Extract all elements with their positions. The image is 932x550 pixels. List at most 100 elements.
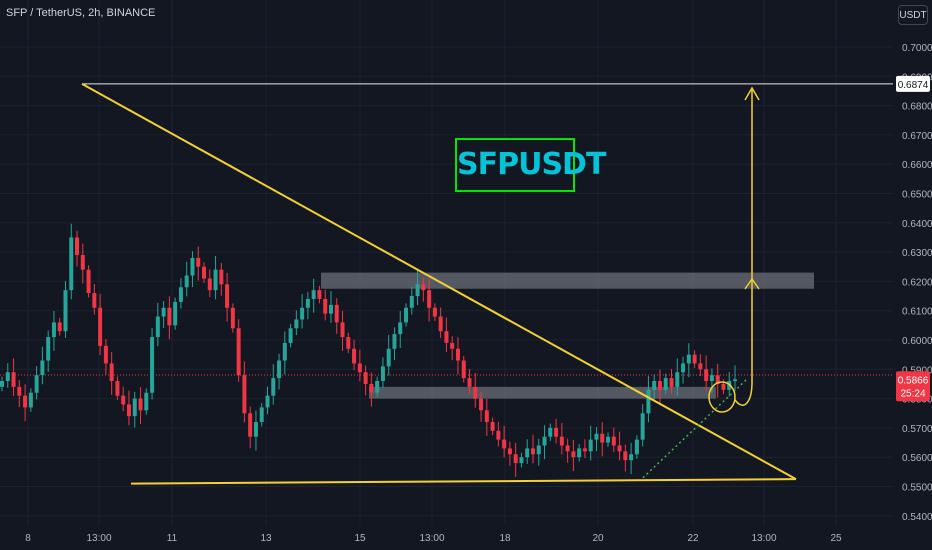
candle-body (715, 375, 720, 384)
candle-body (40, 360, 45, 376)
candle-body (473, 386, 478, 399)
rising-trendline (642, 377, 749, 479)
candle-body (328, 304, 333, 314)
candle-body (75, 237, 80, 256)
candle-body (629, 454, 634, 461)
candle-body (479, 398, 484, 411)
candle-body (0, 381, 4, 387)
y-tick-label: 0.5900 (902, 365, 932, 376)
x-tick-label: 18 (499, 533, 511, 544)
grid (0, 0, 893, 525)
arrow-head-top (744, 86, 760, 101)
candle-body (438, 316, 443, 332)
candle-body (115, 381, 120, 396)
candle-body (686, 354, 691, 364)
descending-trendline (81, 83, 797, 481)
candle-body (98, 307, 103, 346)
candle-body (80, 255, 85, 270)
candle-body (23, 395, 28, 408)
candle-body (236, 328, 241, 376)
candle-body (155, 316, 160, 338)
candle-body (640, 413, 645, 440)
x-tick-label: 22 (687, 533, 699, 544)
candle-body (652, 381, 657, 390)
candle-body (242, 375, 247, 414)
candle-body (733, 379, 737, 382)
candle-body (253, 422, 258, 437)
candle-body (271, 378, 276, 396)
y-tick-label: 0.6400 (902, 219, 932, 230)
candle-body (300, 307, 305, 320)
candle-body (582, 448, 587, 452)
candle-body (663, 378, 668, 390)
candle-body (288, 328, 293, 343)
candle-body (502, 439, 507, 449)
candle-body (196, 257, 201, 267)
candle-body (132, 398, 137, 417)
candle-body (184, 275, 189, 288)
time-axis[interactable]: 8 13:00 11 13 15 13:00 18 20 22 13:00 25 (25, 533, 842, 544)
candle-body (11, 372, 16, 387)
candle-body (525, 448, 530, 458)
candle-body (103, 345, 108, 364)
candle-body (28, 392, 33, 408)
candle-body (507, 448, 512, 455)
candle-body (144, 392, 149, 411)
candle-body (375, 381, 380, 393)
current-price-tag (896, 371, 930, 402)
candle-body (398, 322, 403, 335)
candle-body (577, 448, 582, 458)
candle-body (230, 307, 235, 329)
candle-body (559, 436, 564, 446)
y-tick-label: 0.6600 (902, 160, 932, 171)
candle-body (392, 334, 397, 349)
candle-body (611, 436, 616, 446)
candle-body (588, 439, 593, 452)
x-tick-label: 15 (354, 533, 366, 544)
candle-body (571, 451, 576, 458)
x-tick-label: 13:00 (419, 533, 444, 544)
candle-body (404, 307, 409, 323)
candle-body (150, 337, 155, 393)
y-tick-label: 0.6200 (902, 277, 932, 288)
price-axis[interactable]: 0.70000.69000.68000.67000.66000.65000.64… (893, 0, 932, 550)
x-tick-label: 13:00 (86, 533, 111, 544)
candle-body (484, 410, 489, 423)
x-tick-label: 11 (167, 533, 178, 544)
candle-body (594, 433, 599, 440)
candle-body (282, 342, 287, 361)
candle-body (565, 445, 570, 452)
y-tick-label: 0.6300 (902, 248, 932, 259)
candle-body (225, 284, 230, 308)
candle-body (69, 237, 74, 291)
candle-body (363, 372, 368, 384)
breakout-circle (708, 381, 736, 413)
candle-body (5, 372, 10, 382)
currency-button[interactable]: USDT (898, 5, 928, 25)
candle-body (617, 445, 622, 452)
candle-body (698, 363, 703, 370)
candle-body (657, 381, 662, 390)
candle-body (207, 278, 212, 291)
candle-body (34, 375, 39, 393)
candle-body (63, 290, 68, 332)
candle-body (461, 360, 466, 379)
candle-body (496, 430, 501, 440)
chart-title-annotation: SFPUSDT (455, 138, 606, 192)
zone-resistance (321, 272, 814, 289)
candle-body (277, 360, 282, 379)
candle-body (455, 348, 460, 361)
y-tick-label: 0.6700 (902, 131, 932, 142)
candle-body (450, 342, 455, 349)
candle-body (530, 448, 535, 455)
candle-body (669, 378, 674, 387)
candle-body (386, 348, 391, 367)
y-tick-label: 0.6500 (902, 190, 932, 201)
candle-body (294, 319, 299, 329)
y-tick-label: 0.7000 (902, 43, 932, 54)
x-tick-label: 13 (260, 533, 272, 544)
candle-body (346, 337, 351, 349)
candle-body (692, 354, 697, 364)
candle-body (380, 366, 385, 382)
